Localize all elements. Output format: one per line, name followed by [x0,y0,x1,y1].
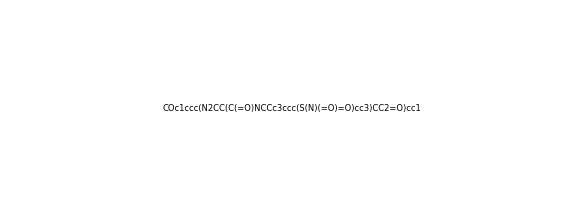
Text: COc1ccc(N2CC(C(=O)NCCc3ccc(S(N)(=O)=O)cc3)CC2=O)cc1: COc1ccc(N2CC(C(=O)NCCc3ccc(S(N)(=O)=O)cc… [162,104,422,114]
